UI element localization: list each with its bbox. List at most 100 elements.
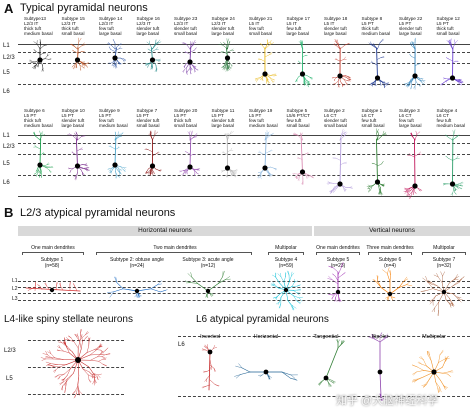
- panel-b-subtype-label: Subtype 2: obtuse angle (n=24): [97, 257, 177, 269]
- dendrite-branch: [35, 170, 37, 172]
- dendrite-branch: [44, 283, 47, 286]
- dendrite-branch: [67, 372, 74, 379]
- dendrite-branch: [107, 291, 114, 294]
- dendrite-branch: [258, 172, 262, 177]
- dendrite-branch: [336, 59, 341, 62]
- row1-subtype-l1: Subtype 12: [436, 16, 460, 21]
- dendrite-branch: [329, 182, 334, 184]
- dendrite-branch: [439, 351, 444, 355]
- panel-d-type-label: Horizontal: [253, 334, 279, 340]
- row2-subtype-l2: L5 PT: [174, 113, 187, 118]
- dendrite-branch: [272, 281, 275, 285]
- soma: [412, 73, 418, 79]
- dendrite-branch: [412, 379, 417, 382]
- dendrite-branch: [95, 347, 100, 351]
- dendrite-branch: [224, 152, 228, 155]
- dendrite-branch: [181, 173, 184, 175]
- dendrite-branch: [311, 176, 315, 179]
- soma: [299, 169, 306, 175]
- dendrite-branch: [423, 384, 427, 388]
- group-three-main-dendrites: Three main dendrites: [366, 245, 414, 251]
- dendrite-branch: [440, 271, 443, 277]
- dendrite-branch: [437, 276, 443, 283]
- dendrite-branch: [302, 153, 307, 156]
- dendrite-branch: [382, 130, 385, 136]
- dendrite-branch: [39, 45, 44, 50]
- dendrite-branch: [348, 78, 351, 82]
- panel-b-subtype-label: Subtype 7 (n=32): [404, 257, 474, 269]
- dendrite-branch: [97, 374, 101, 378]
- soma: [412, 183, 418, 189]
- dendrite-branch: [205, 294, 208, 298]
- dendrite-branch: [337, 43, 341, 50]
- dendrite-branch: [376, 47, 378, 79]
- dendrite-branch: [411, 45, 416, 50]
- dendrite-branch: [448, 158, 453, 161]
- dendrite-branch: [189, 138, 192, 168]
- dendrite-branch: [427, 354, 432, 362]
- dendrite-branch: [370, 185, 373, 191]
- dendrite-branch: [293, 295, 300, 299]
- dendrite-branch: [75, 176, 77, 181]
- dendrite-branch: [414, 192, 417, 194]
- dendrite-branch: [302, 55, 306, 58]
- dendrite-branch: [181, 169, 186, 172]
- dendrite-branch: [418, 151, 421, 155]
- dendrite-branch: [381, 161, 384, 165]
- row1-subtype-label: Subtype 16 L2/3 IT slender tuft large basal: [137, 16, 160, 36]
- dendrite-branch: [456, 80, 460, 85]
- row2-subtype-label: Subtype 7 L5 PT slender tuft small basal: [137, 108, 160, 128]
- dendrite-branch: [278, 303, 281, 309]
- dendrite-branch: [413, 189, 415, 193]
- dendrite-branch: [260, 171, 263, 175]
- dendrite-branch: [146, 172, 149, 174]
- dendrite-branch: [27, 288, 33, 291]
- dendrite-branch: [307, 83, 310, 88]
- dendrite-branch: [74, 385, 79, 392]
- dendrite-branch: [379, 38, 384, 43]
- row2-subtype-l1: Subtype 5: [286, 108, 308, 113]
- dendrite-branch: [89, 354, 100, 356]
- dendrite-branch: [114, 138, 117, 166]
- dendrite-branch: [452, 280, 460, 286]
- dendrite-branch: [380, 191, 383, 194]
- row2-subtype-l3: few tuft: [99, 118, 114, 123]
- dendrite-branch: [40, 357, 46, 360]
- row2-subtype-l3: slender tuft: [61, 118, 85, 123]
- dendrite-branch: [61, 342, 67, 347]
- soma: [441, 289, 447, 295]
- dendrite-branch: [50, 363, 58, 365]
- dendrite-branch: [156, 151, 159, 154]
- dendrite-branch: [405, 83, 409, 87]
- soma: [337, 73, 343, 79]
- row1-subtype-l3: few tuft: [249, 26, 264, 31]
- dendrite-branch: [59, 382, 64, 386]
- dendrite-branch: [67, 346, 73, 352]
- dendrite-branch: [34, 66, 36, 70]
- dendrite-branch: [230, 171, 233, 175]
- dendrite-branch: [210, 294, 213, 297]
- dendrite-branch: [192, 44, 196, 46]
- dendrite-branch: [184, 65, 186, 68]
- dendrite-branch: [110, 61, 114, 64]
- dendrite-branch: [194, 69, 196, 72]
- dendrite-branch: [122, 288, 138, 292]
- dendrite-branch: [63, 350, 70, 354]
- dendrite-branch: [39, 138, 42, 166]
- row2-layer-l1: L1: [3, 133, 10, 139]
- dendrite-branch: [42, 151, 44, 154]
- d-lower-boundary: [178, 396, 470, 397]
- row2-subtype-l1: Subtype 9: [99, 108, 120, 113]
- dendrite-branch: [337, 84, 339, 88]
- row1-subtype-l4: large basal: [286, 31, 309, 36]
- dendrite-branch: [111, 146, 116, 150]
- dendrite-branch: [44, 55, 48, 59]
- dendrite-branch: [74, 175, 76, 179]
- dendrite-branch: [325, 347, 339, 379]
- dendrite-branch: [158, 58, 161, 61]
- dendrite-branch: [427, 281, 432, 285]
- row1-subtype-l3: slender tuft: [211, 26, 235, 31]
- row2-subtype-l2: L5 PT: [249, 113, 262, 118]
- dendrite-branch: [387, 267, 390, 274]
